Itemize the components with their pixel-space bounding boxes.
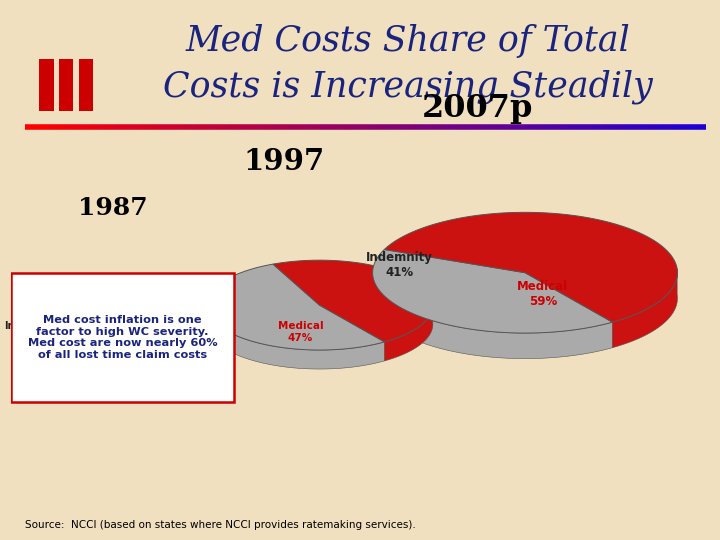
Text: 1987: 1987 xyxy=(78,196,148,220)
Text: Med Costs Share of Total: Med Costs Share of Total xyxy=(186,24,631,57)
Text: Costs is Increasing Steadily: Costs is Increasing Steadily xyxy=(163,69,653,104)
Text: Medical
47%: Medical 47% xyxy=(277,321,323,343)
FancyBboxPatch shape xyxy=(40,59,53,111)
FancyBboxPatch shape xyxy=(11,273,235,402)
Text: Indemnity
54%: Indemnity 54% xyxy=(4,321,60,343)
Polygon shape xyxy=(53,307,182,370)
Text: Med cost inflation is one
factor to high WC severity.
Med cost are now nearly 60: Med cost inflation is one factor to high… xyxy=(28,315,217,360)
Text: 1997: 1997 xyxy=(243,147,325,177)
Text: Indemnity
53%: Indemnity 53% xyxy=(174,287,234,309)
Polygon shape xyxy=(53,335,182,383)
Polygon shape xyxy=(384,212,678,322)
Polygon shape xyxy=(206,264,384,350)
Polygon shape xyxy=(373,249,613,333)
Text: 2007p: 2007p xyxy=(422,92,534,124)
Polygon shape xyxy=(182,335,217,377)
Polygon shape xyxy=(273,260,433,342)
Text: Source:  NCCI (based on states where NCCI provides ratemaking services).: Source: NCCI (based on states where NCCI… xyxy=(25,520,416,530)
FancyBboxPatch shape xyxy=(79,59,94,111)
Polygon shape xyxy=(206,302,384,369)
Polygon shape xyxy=(384,301,433,361)
FancyBboxPatch shape xyxy=(59,59,73,111)
Text: Medical
46%: Medical 46% xyxy=(102,351,144,373)
Polygon shape xyxy=(107,305,217,364)
Text: Medical
59%: Medical 59% xyxy=(517,280,568,308)
Polygon shape xyxy=(373,268,613,359)
Polygon shape xyxy=(613,269,678,348)
Text: Indemnity
41%: Indemnity 41% xyxy=(366,251,433,279)
